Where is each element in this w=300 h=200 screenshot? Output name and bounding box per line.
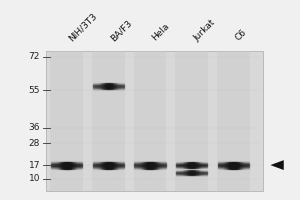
FancyBboxPatch shape [50,51,83,191]
FancyBboxPatch shape [175,51,208,191]
Text: 72: 72 [29,52,40,61]
Text: 36: 36 [28,123,40,132]
Text: 28: 28 [29,139,40,148]
Text: BA/F3: BA/F3 [108,18,133,43]
Polygon shape [270,160,284,170]
FancyBboxPatch shape [134,51,166,191]
Text: Jurkat: Jurkat [192,18,217,43]
Text: NIH/3T3: NIH/3T3 [67,11,99,43]
Text: Hela: Hela [150,22,171,43]
FancyBboxPatch shape [46,51,263,191]
Text: 55: 55 [28,86,40,95]
Text: 10: 10 [28,174,40,183]
FancyBboxPatch shape [92,51,125,191]
Text: 17: 17 [28,161,40,170]
Text: C6: C6 [233,28,248,43]
FancyBboxPatch shape [217,51,250,191]
